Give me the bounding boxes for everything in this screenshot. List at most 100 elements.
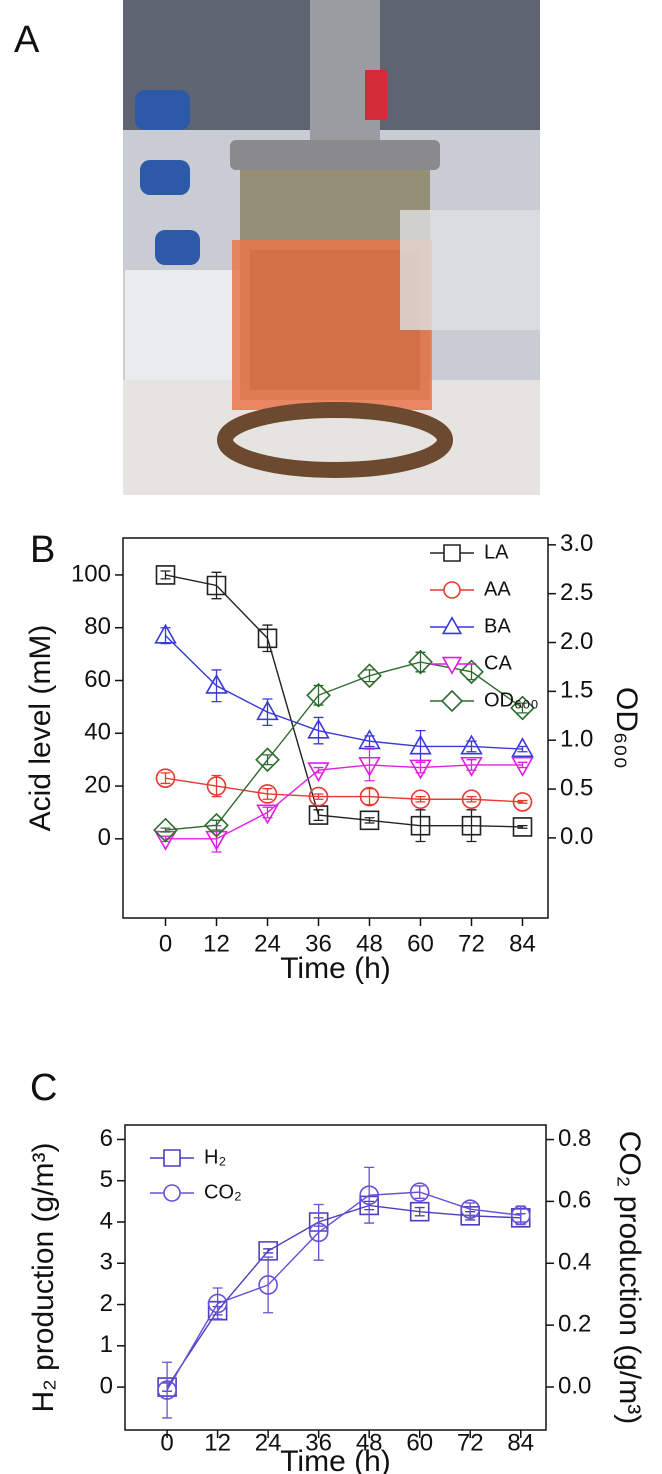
y-tick-label: 80 [84,613,111,640]
data-point [409,1182,430,1202]
error-bar [517,761,528,769]
error-bar [466,795,477,803]
legend-marker [440,689,464,713]
data-point [459,659,484,685]
series-line [166,1191,521,1391]
y-tick-label: 40 [84,719,111,746]
data-point [154,623,177,644]
y2-tick-label: 0.5 [560,774,593,801]
x-tick-label: 0 [159,930,172,957]
error-bar [160,827,171,833]
y2-axis-title: OD₆₀₀ [610,687,643,769]
data-point [359,1185,379,1206]
y2-tick-label: 2.0 [560,628,593,655]
data-point [257,628,278,649]
data-point [258,1241,278,1261]
data-point [155,768,176,788]
legend-marker [441,656,463,675]
bioreactor-photo [123,0,540,495]
data-point [409,759,432,780]
y2-tick-label: 1.0 [560,726,593,753]
photo-pump [140,160,190,195]
x-tick-label: 60 [407,930,434,957]
legend-marker [163,1184,181,1202]
data-point [357,663,382,689]
error-bar [517,745,528,753]
error-bar [415,809,426,843]
y2-tick-label: 0.0 [558,1372,591,1399]
data-point [359,1195,379,1216]
y2-tick-label: 0.2 [558,1310,591,1337]
x-tick-label: 36 [305,1429,332,1456]
legend-label: H₂ [204,1146,226,1168]
y-tick-label: 0 [100,1372,113,1399]
legend-marker [163,1149,181,1167]
data-point [308,1222,329,1243]
panel-label: A [14,19,40,61]
x-tick-label: 60 [406,1429,433,1456]
y-tick-label: 4 [100,1207,113,1234]
data-point [511,737,534,758]
error-bar [313,809,324,822]
photo-base-ring [217,402,453,478]
data-point [258,1275,278,1295]
data-point [409,1201,430,1222]
data-point [206,776,227,796]
x-axis-title: Time (h) [280,1445,391,1474]
data-point [205,673,228,694]
x-tick-label: 12 [204,1429,231,1456]
data-point [255,747,280,773]
data-point [410,789,431,810]
y2-tick-label: 0.8 [558,1125,591,1152]
data-point [308,805,329,825]
data-point [460,1206,481,1226]
data-point [206,575,227,596]
error-bar [313,684,324,706]
data-point [512,792,533,812]
error-bar [465,1202,476,1216]
legend-marker [443,581,461,599]
error-bar [517,799,528,804]
data-point [511,756,534,777]
data-point [153,817,178,843]
error-bar [263,1248,274,1254]
legend-label: CO₂ [204,1181,242,1203]
x-tick-label: 24 [255,1429,282,1456]
data-point [307,762,330,783]
error-bar [364,817,375,824]
data-point [308,786,329,807]
legend-marker [443,544,461,562]
data-point [157,1380,177,1400]
data-point [358,729,381,750]
data-point [205,830,228,851]
data-point [256,804,279,825]
photo-pump [155,230,200,265]
error-bar [414,1206,425,1217]
data-point [155,565,176,585]
error-bar [160,570,171,580]
data-point [460,1199,481,1219]
y-tick-label: 1 [100,1331,113,1358]
x-tick-label: 0 [160,1429,173,1456]
photo-pump [135,90,190,130]
error-bar [517,824,528,829]
legend-label: LA [484,541,509,563]
data-point [461,815,482,836]
y-axis-title: H₂ production (g/m³) [27,1142,60,1412]
y-tick-label: 20 [84,771,111,798]
y-tick-label: 5 [100,1166,113,1193]
data-point [512,817,533,837]
data-point [410,815,431,836]
error-bar [313,793,324,800]
error-bar [212,1287,223,1320]
y-tick-label: 3 [100,1249,113,1276]
error-bar [364,669,375,683]
data-point [256,700,279,721]
y-tick-label: 60 [84,666,111,693]
y2-tick-label: 0.0 [560,823,593,850]
x-tick-label: 84 [507,1429,534,1456]
error-bar [211,774,222,798]
data-point [307,718,330,739]
error-bar [262,788,273,800]
y2-axis-title: CO₂ production (g/m³) [613,1131,646,1424]
